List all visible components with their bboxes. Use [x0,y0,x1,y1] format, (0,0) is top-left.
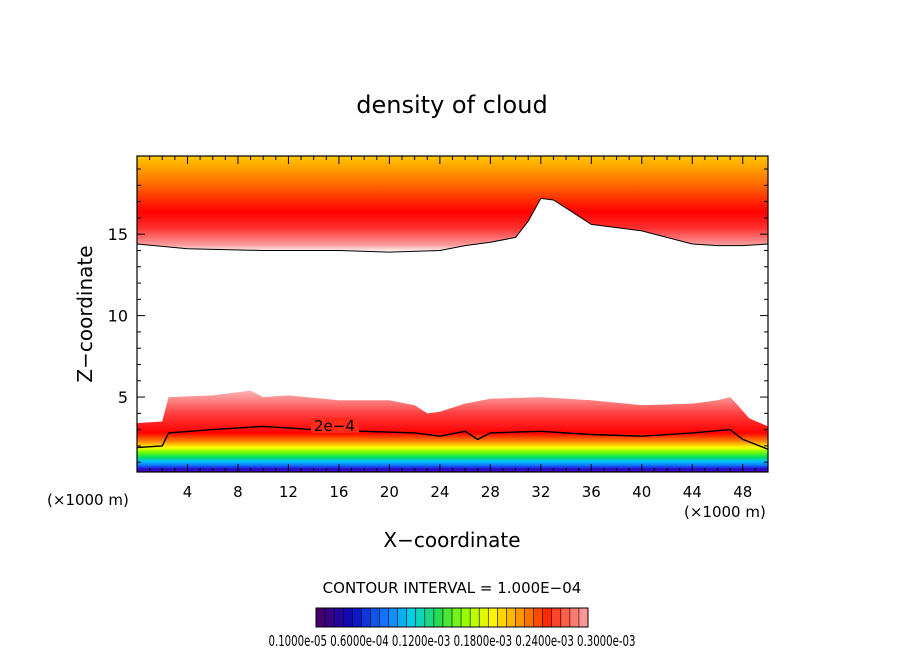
colorbar-swatch [406,608,416,627]
colorbar-swatch [578,608,588,627]
colorbar-swatch [325,608,335,627]
colorbar-swatch [479,608,489,627]
upper-layer-contour [137,197,768,253]
plot-area: 2e−4 [137,156,768,472]
contour-label-background [311,418,359,433]
colorbar-swatch [497,608,507,627]
x-tick-label: 40 [632,483,651,501]
colorbar-swatch [470,608,480,627]
colorbar-swatch [452,608,462,627]
colorbar-swatch [343,608,353,627]
colorbar-swatch [461,608,471,627]
upper-cloud-layer [137,156,768,253]
colorbar-swatch [352,608,362,627]
x-tick-labels: 4 8 12 16 20 24 28 32 36 40 44 48 [183,483,753,501]
contour-line-2e-4 [137,425,768,450]
colorbar-swatch [433,608,443,627]
y-tick-labels: 5 10 15 [108,225,128,407]
colorbar-swatch [424,608,434,627]
y-axis-label: Z−coordinate [73,245,97,382]
colorbar-swatch [397,608,407,627]
colorbar-swatch [316,608,326,627]
x-tick-label: 12 [279,483,298,501]
colorbar-swatch [361,608,371,627]
x-axis-label: X−coordinate [383,528,520,552]
colorbar-swatch [334,608,344,627]
colorbar-swatch [551,608,561,627]
x-unit-right: (×1000 m) [684,503,766,521]
colorbar-swatch [370,608,380,627]
colorbar-swatch [379,608,389,627]
x-tick-label: 32 [531,483,550,501]
y-tick-label: 10 [108,307,128,326]
contour-interval-text: CONTOUR INTERVAL = 1.000E−04 [323,579,582,597]
x-tick-label: 8 [233,483,243,501]
x-tick-label: 28 [481,483,500,501]
chart-title: density of cloud [356,91,547,119]
contour-label: 2e−4 [314,417,355,435]
colorbar-swatch [415,608,425,627]
colorbar-swatch [506,608,516,627]
x-tick-label: 44 [683,483,702,501]
colorbar-swatch [515,608,525,627]
lower-cloud-layer [137,390,768,472]
y-tick-label: 5 [118,388,128,407]
colorbar-frame [315,607,589,628]
colorbar-swatch [388,608,398,627]
x-unit-left: (×1000 m) [47,491,129,509]
x-tick-label: 16 [329,483,348,501]
colorbar [315,608,588,627]
colorbar-swatch [524,608,534,627]
x-tick-label: 36 [582,483,601,501]
colorbar-swatch [560,608,570,627]
x-tick-label: 24 [430,483,449,501]
colorbar-swatch [442,608,452,627]
colorbar-swatch [533,608,543,627]
x-tick-label: 20 [380,483,399,501]
y-tick-label: 15 [108,225,128,244]
colorbar-labels: 0.1000e-05 0.6000e-04 0.1200e-03 0.1800e… [269,632,636,650]
axis-ticks [137,156,768,472]
x-tick-label: 4 [183,483,193,501]
colorbar-swatch [488,608,498,627]
colorbar-swatch [569,608,579,627]
x-tick-label: 48 [733,483,752,501]
colorbar-swatch [542,608,552,627]
